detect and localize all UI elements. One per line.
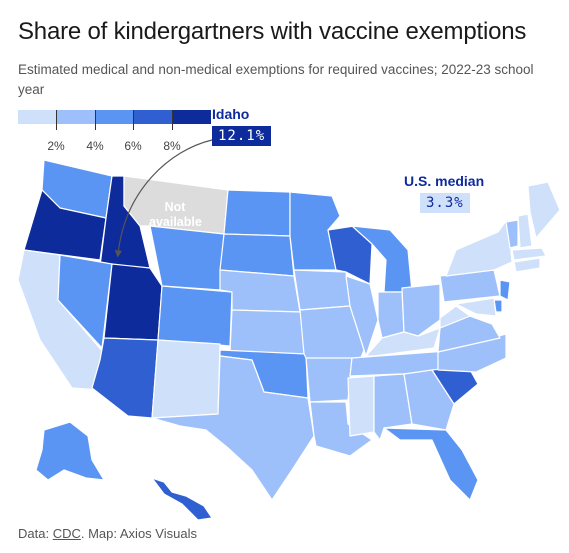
- state-south-dakota: [219, 233, 295, 277]
- idaho-value-badge: 12.1%: [212, 126, 272, 146]
- state-new-york: [445, 217, 513, 277]
- state-kansas: [229, 309, 305, 355]
- footer-credit: Data: CDC. Map: Axios Visuals: [18, 526, 197, 541]
- state-iowa: [293, 269, 351, 311]
- state-north-dakota: [223, 189, 291, 237]
- state-indiana: [377, 291, 405, 339]
- state-arizona: [91, 337, 159, 419]
- legend-label-2: 2%: [47, 139, 65, 153]
- legend-tick-8: [172, 110, 173, 130]
- state-maine: [527, 181, 561, 239]
- state-mississippi: [347, 375, 375, 437]
- state-new-hampshire: [517, 213, 533, 249]
- legend-bin-4: [172, 110, 211, 124]
- idaho-arrow: [114, 139, 213, 258]
- state-colorado: [157, 285, 233, 347]
- footer-prefix: Data:: [18, 526, 53, 541]
- legend-label-8: 8%: [163, 139, 181, 153]
- state-nebraska: [219, 269, 301, 313]
- state-illinois: [345, 275, 379, 357]
- state-louisiana: [309, 401, 373, 457]
- legend-color-scale: [18, 110, 211, 124]
- state-kentucky: [365, 327, 441, 357]
- state-new-jersey: [499, 279, 511, 301]
- legend-bin-1: [56, 110, 95, 124]
- idaho-label: Idaho: [212, 106, 250, 122]
- footer-suffix: . Map: Axios Visuals: [80, 526, 197, 541]
- legend-label-6: 6%: [124, 139, 142, 153]
- state-texas: [151, 355, 315, 501]
- state-alaska: [35, 421, 105, 481]
- state-wyoming: [149, 225, 225, 291]
- us-median-label: U.S. median: [404, 173, 485, 189]
- us-median-value-badge: 3.3%: [420, 193, 470, 213]
- not-available-label: Not available: [149, 200, 202, 229]
- source-link[interactable]: CDC: [52, 526, 81, 541]
- state-maryland: [455, 297, 497, 317]
- chart-title: Share of kindergartners with vaccine exe…: [18, 18, 527, 45]
- state-hawaii: [151, 477, 213, 521]
- legend-bin-3: [133, 110, 172, 124]
- legend-label-4: 4%: [86, 139, 104, 153]
- state-massachusetts: [511, 247, 547, 261]
- state-florida: [383, 427, 479, 501]
- state-new-mexico: [151, 339, 221, 419]
- legend-bin-0: [18, 110, 57, 124]
- state-ohio: [401, 283, 441, 337]
- legend-tick-2: [56, 110, 57, 130]
- legend-tick-6: [133, 110, 134, 130]
- state-arkansas: [305, 357, 353, 403]
- state-utah: [103, 263, 163, 341]
- state-west-virginia: [439, 305, 471, 329]
- chart-subtitle: Estimated medical and non-medical exempt…: [18, 62, 534, 97]
- legend-tick-4: [95, 110, 96, 130]
- state-connecticut-ri: [513, 257, 541, 273]
- state-vermont: [505, 219, 519, 249]
- legend-bin-2: [95, 110, 134, 124]
